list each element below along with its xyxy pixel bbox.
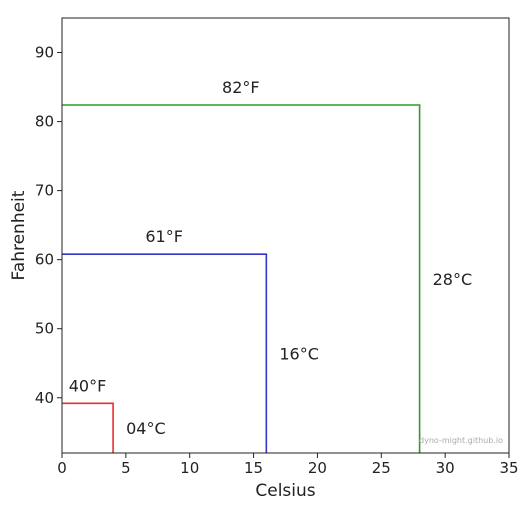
plot-frame [61, 17, 510, 454]
x-tick-label: 25 [372, 459, 391, 477]
celsius-annotation: 28°C [433, 270, 473, 289]
y-tick-label: 90 [35, 44, 54, 62]
series-line [62, 104, 421, 453]
celsius-annotation: 16°C [279, 345, 319, 364]
watermark: dyno-might.github.io [419, 436, 503, 445]
x-tick-label: 15 [244, 459, 263, 477]
series-line [62, 253, 268, 453]
y-tick-label: 80 [35, 113, 54, 131]
series-layer [62, 104, 421, 453]
fahrenheit-annotation: 82°F [222, 78, 260, 97]
annotations: 40°F 04°C 61°F 16°C 82°F 28°C [69, 78, 472, 438]
x-tick-label: 30 [436, 459, 455, 477]
celsius-annotation: 04°C [126, 419, 166, 438]
y-tick-label: 50 [35, 320, 54, 338]
fahrenheit-annotation: 61°F [145, 227, 183, 246]
y-tick-label: 40 [35, 389, 54, 407]
x-axis-label: Celsius [255, 481, 315, 501]
x-tick-label: 0 [57, 459, 67, 477]
x-tick-label: 10 [180, 459, 199, 477]
fahrenheit-annotation: 40°F [69, 376, 107, 395]
x-tick-label: 5 [121, 459, 131, 477]
y-axis-label: Fahrenheit [9, 190, 29, 280]
x-tick-label: 20 [308, 459, 327, 477]
y-tick-label: 70 [35, 182, 54, 200]
x-tick-label: 35 [499, 459, 518, 477]
y-tick-label: 60 [35, 251, 54, 269]
series-line [62, 402, 114, 453]
y-axis-ticks: 40 50 60 70 80 90 [35, 44, 62, 407]
x-axis-ticks: 0 5 10 15 20 25 30 35 [57, 453, 519, 477]
